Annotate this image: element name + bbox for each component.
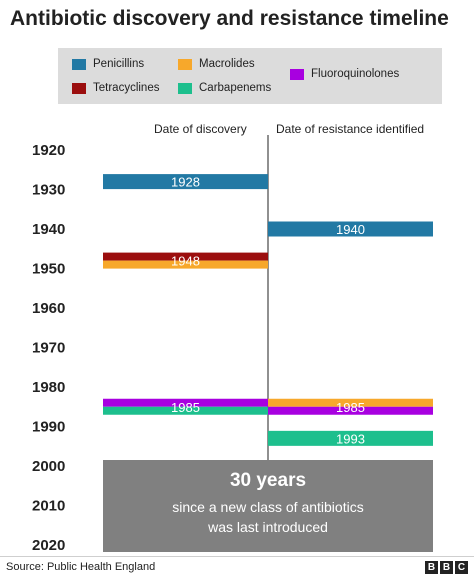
legend-label-carbapenems: Carbapenems	[199, 82, 272, 94]
bbc-logo-letter: B	[440, 561, 453, 574]
footer-divider	[0, 556, 474, 557]
legend-label-tetracyclines: Tetracyclines	[93, 82, 160, 94]
legend-item-carbapenems: Carbapenems	[178, 82, 271, 94]
legend-item-penicillins: Penicillins	[72, 58, 144, 70]
legend-label-macrolides: Macrolides	[199, 58, 255, 70]
legend-swatch-macrolides	[178, 58, 192, 70]
note-line-1: since a new class of antibiotics	[172, 499, 364, 515]
discovery-bar-carbapenems	[103, 406, 268, 415]
column-header-discovery: Date of discovery	[154, 122, 247, 136]
legend-swatch-carbapenems	[178, 82, 192, 94]
legend-label-fluoroquinolones: Fluoroquinolones	[311, 68, 400, 80]
bbc-logo: B B C	[425, 561, 468, 574]
discovery-bar-macrolides	[103, 260, 268, 269]
resistance-bar-carbapenems	[268, 430, 433, 446]
discovery-bar-label: 1948	[171, 254, 200, 269]
note-line-2: was last introduced	[208, 519, 328, 535]
year-tick-label: 1920	[32, 142, 65, 159]
year-tick-label: 1950	[32, 261, 65, 278]
legend-label-penicillins: Penicillins	[93, 58, 145, 70]
resistance-bar-label: 1985	[336, 400, 365, 415]
resistance-bar-label: 1940	[336, 222, 365, 237]
resistance-bar-penicillins	[268, 221, 433, 237]
discovery-bar-tetracyclines	[103, 252, 268, 261]
year-tick-label: 2020	[32, 537, 65, 554]
source-credit: Source: Public Health England	[6, 561, 156, 573]
legend-item-fluoroquinolones: Fluoroquinolones	[290, 68, 399, 80]
legend-item-macrolides: Macrolides	[178, 58, 255, 70]
legend-swatch-tetracyclines	[72, 82, 86, 94]
year-tick-label: 2000	[32, 458, 65, 475]
year-tick-label: 1980	[32, 379, 65, 396]
discovery-bar-penicillins	[103, 174, 268, 190]
year-tick-label: 1970	[32, 340, 65, 357]
year-tick-label: 1960	[32, 300, 65, 317]
bbc-logo-letter: C	[455, 561, 468, 574]
discovery-bar-fluoroquinolones	[103, 398, 268, 407]
resistance-bar-macrolides	[268, 398, 433, 407]
note-box: 30 years since a new class of antibiotic…	[103, 460, 433, 552]
year-tick-label: 2010	[32, 498, 65, 515]
chart-title: Antibiotic discovery and resistance time…	[10, 7, 449, 30]
legend-swatch-penicillins	[72, 58, 86, 70]
resistance-bar-fluoroquinolones	[268, 406, 433, 415]
resistance-bar-label: 1993	[336, 431, 365, 446]
legend-item-tetracyclines: Tetracyclines	[72, 82, 159, 94]
column-header-resistance: Date of resistance identified	[276, 122, 425, 136]
year-tick-label: 1930	[32, 182, 65, 199]
year-tick-label: 1940	[32, 221, 65, 238]
legend: Penicillins Macrolides Fluoroquinolones …	[58, 48, 442, 104]
year-tick-label: 1990	[32, 419, 65, 436]
bbc-logo-letter: B	[425, 561, 438, 574]
discovery-bar-label: 1928	[171, 175, 200, 190]
note-headline: 30 years	[229, 470, 307, 491]
legend-swatch-fluoroquinolones	[290, 68, 304, 80]
discovery-bar-label: 1985	[171, 400, 200, 415]
